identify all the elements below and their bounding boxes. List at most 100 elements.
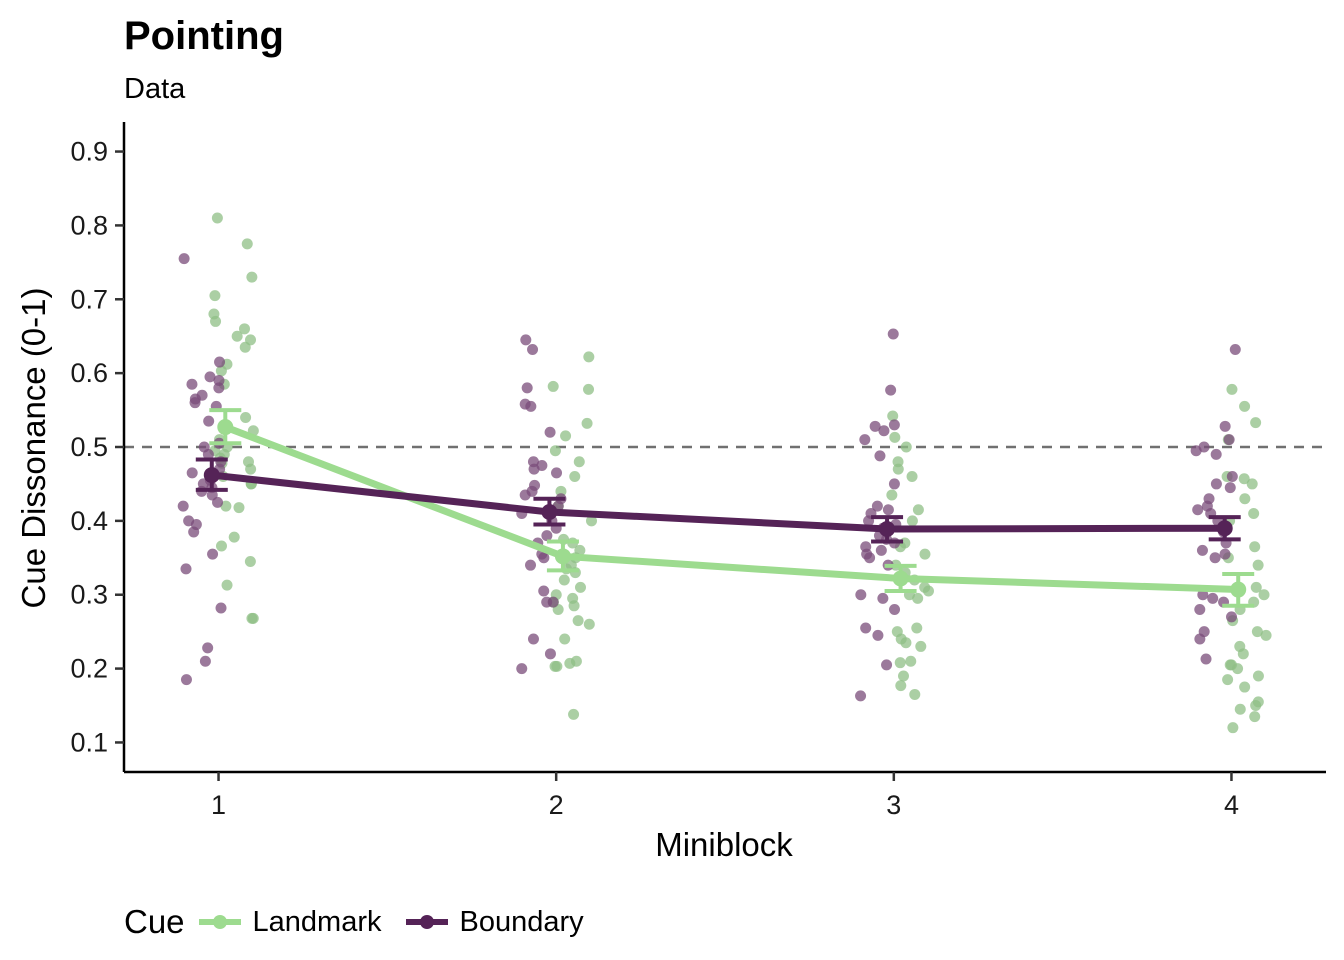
y-tick-label-6: 0.7 (70, 284, 108, 314)
point-landmark-4-21 (1237, 648, 1249, 660)
point-landmark-3-24 (905, 655, 917, 667)
point-boundary-3-9 (882, 504, 894, 516)
mean-point-boundary-2 (541, 504, 558, 520)
point-boundary-2-12 (519, 489, 531, 501)
y-tick-label-7: 0.8 (70, 210, 108, 240)
point-boundary-1-33 (180, 674, 192, 686)
y-tick-label-8: 0.9 (70, 137, 108, 167)
point-boundary-2-22 (525, 559, 537, 571)
point-boundary-4-22 (1194, 604, 1206, 615)
point-landmark-2-32 (568, 708, 580, 720)
point-boundary-2-25 (547, 596, 559, 608)
point-landmark-4-0 (1226, 383, 1238, 395)
point-landmark-4-19 (1260, 629, 1272, 641)
point-landmark-2-23 (568, 600, 580, 612)
point-boundary-1-5 (213, 382, 225, 394)
point-boundary-3-23 (877, 592, 889, 604)
point-boundary-2-26 (527, 633, 539, 645)
point-boundary-1-10 (203, 415, 215, 427)
point-boundary-4-26 (1200, 653, 1212, 665)
point-landmark-4-14 (1258, 589, 1270, 601)
point-landmark-1-5 (210, 315, 222, 327)
y-tick-label-5: 0.6 (70, 358, 108, 388)
point-landmark-4-29 (1250, 700, 1262, 712)
mean-point-landmark-4 (1230, 581, 1247, 598)
point-landmark-2-19 (574, 581, 586, 593)
point-boundary-2-4 (525, 400, 537, 412)
point-landmark-3-26 (897, 670, 909, 682)
point-landmark-3-28 (909, 688, 921, 700)
point-landmark-3-1 (889, 431, 901, 443)
point-boundary-3-2 (888, 419, 900, 431)
x-tick-label-3: 4 (1224, 790, 1239, 820)
y-tick-label-4: 0.5 (70, 432, 108, 462)
point-landmark-3-2 (900, 441, 912, 453)
point-boundary-1-1 (214, 356, 226, 368)
point-landmark-3-27 (895, 680, 907, 692)
point-landmark-2-0 (583, 351, 595, 363)
point-landmark-4-18 (1251, 626, 1263, 638)
point-landmark-2-29 (564, 657, 576, 669)
point-boundary-1-2 (204, 371, 216, 383)
axes-group: 0.1 0.2 0.3 0.4 0.5 0.6 0.7 0.8 0.9 1 2 3 4 (70, 122, 1326, 820)
point-landmark-1-30 (244, 555, 256, 567)
point-landmark-3-23 (915, 640, 927, 652)
point-boundary-3-20 (864, 552, 876, 564)
point-landmark-4-25 (1252, 670, 1264, 682)
point-boundary-3-7 (888, 478, 900, 490)
point-landmark-2-3 (581, 417, 593, 429)
point-landmark-3-8 (906, 515, 918, 527)
point-boundary-1-16 (186, 467, 198, 479)
point-landmark-2-5 (549, 445, 561, 457)
point-landmark-3-16 (922, 585, 934, 597)
mean-points-group (203, 419, 1247, 598)
legend-title: Cue (124, 903, 185, 940)
point-landmark-3-5 (906, 471, 918, 483)
point-landmark-4-13 (1250, 581, 1262, 593)
point-landmark-1-2 (246, 271, 258, 283)
point-landmark-4-8 (1248, 507, 1260, 519)
point-landmark-2-26 (583, 618, 595, 630)
point-boundary-2-18 (541, 530, 553, 542)
mean-point-boundary-4 (1216, 520, 1233, 537)
mean-point-landmark-3 (892, 570, 909, 587)
point-boundary-4-25 (1194, 633, 1206, 645)
point-landmark-3-6 (886, 489, 898, 501)
point-boundary-2-2 (521, 382, 533, 394)
point-landmark-1-6 (239, 323, 251, 335)
point-boundary-1-32 (199, 655, 211, 667)
legend-label-landmark: Landmark (252, 905, 382, 938)
point-landmark-1-27 (233, 502, 245, 514)
point-boundary-1-28 (207, 548, 219, 560)
point-boundary-4-17 (1219, 548, 1231, 560)
legend: Cue Landmark Boundary (124, 900, 606, 944)
mean-point-boundary-1 (203, 467, 220, 484)
point-landmark-1-9 (239, 341, 251, 353)
point-boundary-1-31 (202, 642, 214, 654)
y-tick-label-2: 0.3 (70, 580, 108, 610)
legend-item-landmark: Landmark (197, 906, 382, 939)
point-landmark-3-18 (912, 592, 924, 604)
point-landmark-4-1 (1239, 400, 1251, 412)
point-boundary-4-20 (1207, 592, 1219, 604)
point-boundary-2-0 (520, 334, 532, 346)
point-landmark-3-4 (892, 463, 904, 475)
point-landmark-3-0 (887, 410, 899, 422)
legend-item-boundary: Boundary (404, 906, 584, 939)
point-landmark-1-22 (245, 463, 257, 475)
point-boundary-3-0 (887, 328, 899, 340)
point-landmark-1-0 (211, 212, 223, 224)
mean-lines-group (208, 423, 1242, 594)
point-boundary-3-5 (859, 434, 871, 446)
point-landmark-2-1 (547, 380, 559, 392)
point-boundary-4-8 (1224, 482, 1236, 494)
point-landmark-1-13 (240, 411, 252, 423)
point-boundary-3-25 (860, 622, 872, 634)
point-landmark-1-31 (221, 579, 233, 591)
point-landmark-4-5 (1238, 473, 1250, 485)
error-bars-group (195, 408, 1255, 608)
point-boundary-1-8 (189, 397, 201, 409)
point-landmark-2-2 (583, 383, 595, 395)
point-landmark-2-27 (559, 633, 571, 645)
x-axis-title: Miniblock (655, 826, 793, 863)
